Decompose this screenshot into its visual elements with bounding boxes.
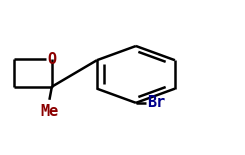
Text: O: O	[47, 52, 56, 66]
Text: Me: Me	[40, 104, 59, 119]
Text: Br: Br	[147, 95, 165, 110]
